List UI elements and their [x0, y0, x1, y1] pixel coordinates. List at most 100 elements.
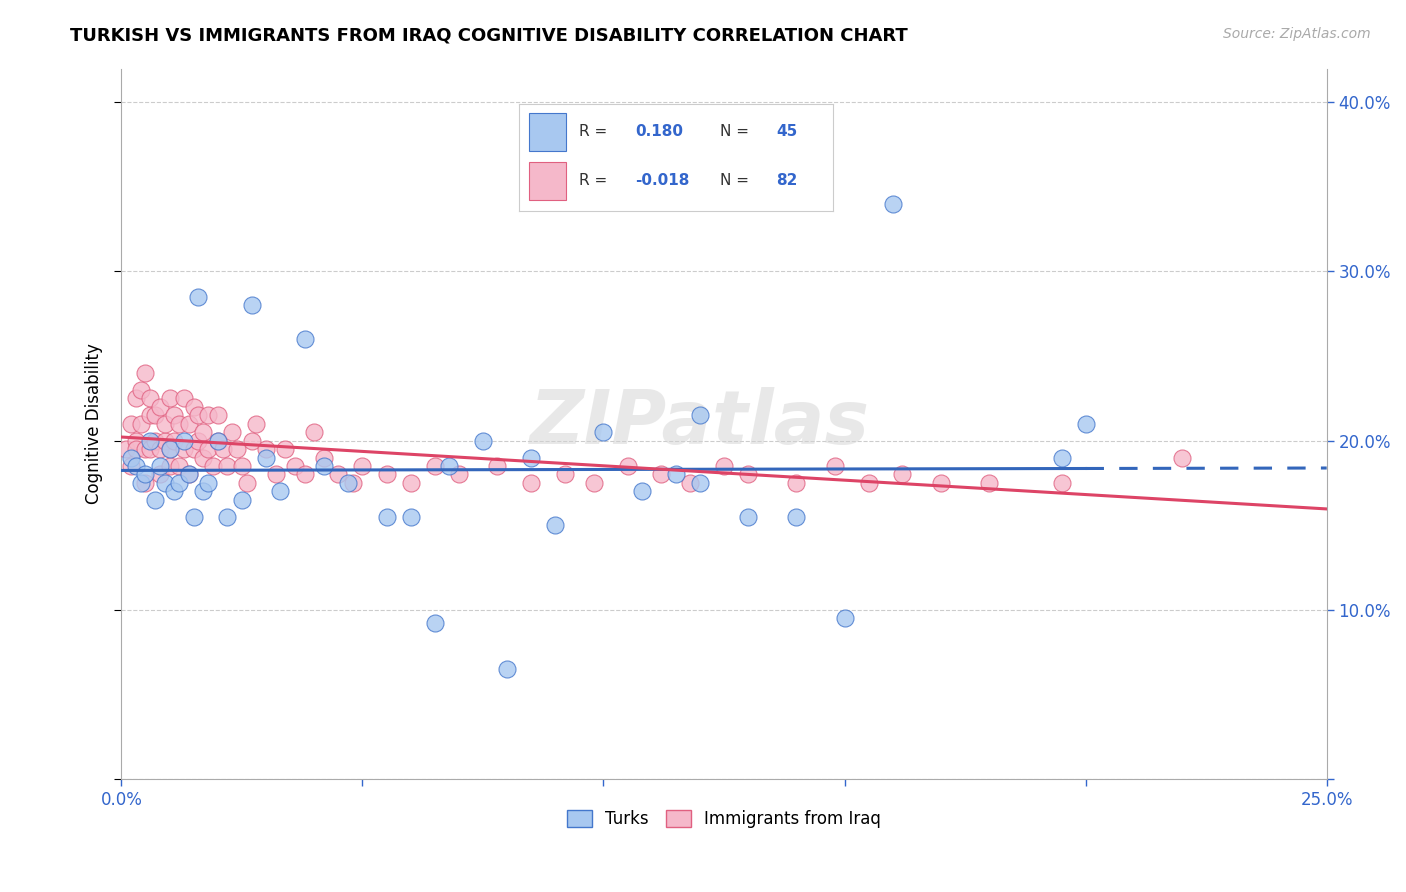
Point [312, 450, 335, 465]
Point [891, 467, 914, 482]
Point [193, 450, 215, 465]
Point [193, 425, 215, 440]
Point [207, 434, 229, 448]
Point [183, 442, 205, 456]
Point [177, 467, 200, 482]
Point [167, 458, 190, 473]
Point [207, 409, 229, 423]
Point [650, 467, 672, 482]
Point [375, 467, 398, 482]
Point [177, 467, 200, 482]
Point [245, 417, 267, 431]
Point [240, 298, 263, 312]
Point [294, 332, 316, 346]
Point [134, 442, 156, 456]
Point [231, 492, 253, 507]
Point [240, 434, 263, 448]
Point [824, 458, 846, 473]
Point [471, 434, 494, 448]
Point [125, 434, 148, 448]
Point [785, 475, 807, 490]
Point [167, 417, 190, 431]
Point [235, 475, 257, 490]
Point [149, 458, 172, 473]
Point [153, 417, 176, 431]
Legend: Turks, Immigrants from Iraq: Turks, Immigrants from Iraq [561, 803, 887, 835]
Point [437, 458, 460, 473]
Point [737, 467, 759, 482]
Point [211, 442, 233, 456]
Point [979, 475, 1001, 490]
Point [423, 616, 446, 631]
Point [120, 458, 142, 473]
Point [631, 484, 654, 499]
Point [737, 509, 759, 524]
Point [713, 458, 735, 473]
Point [125, 392, 148, 406]
Point [139, 434, 162, 448]
Point [143, 492, 166, 507]
Point [134, 475, 156, 490]
Point [163, 484, 186, 499]
Point [143, 434, 166, 448]
Point [582, 475, 605, 490]
Text: TURKISH VS IMMIGRANTS FROM IRAQ COGNITIVE DISABILITY CORRELATION CHART: TURKISH VS IMMIGRANTS FROM IRAQ COGNITIV… [70, 27, 908, 45]
Point [163, 409, 186, 423]
Point [269, 484, 291, 499]
Point [153, 475, 176, 490]
Point [352, 458, 374, 473]
Point [139, 409, 162, 423]
Point [254, 450, 277, 465]
Point [163, 434, 186, 448]
Point [1050, 450, 1073, 465]
Point [197, 409, 219, 423]
Point [173, 392, 195, 406]
Point [193, 484, 215, 499]
Point [159, 442, 181, 456]
Point [217, 509, 239, 524]
Point [592, 425, 614, 440]
Point [115, 442, 138, 456]
Point [375, 509, 398, 524]
Point [125, 442, 148, 456]
Text: ZIPatlas: ZIPatlas [530, 387, 870, 460]
Point [139, 442, 162, 456]
Point [342, 475, 364, 490]
Point [221, 425, 243, 440]
Point [312, 458, 335, 473]
Point [187, 290, 209, 304]
Point [616, 458, 638, 473]
Point [187, 434, 209, 448]
Point [496, 662, 519, 676]
Point [423, 458, 446, 473]
Point [197, 475, 219, 490]
Point [153, 434, 176, 448]
Point [689, 409, 711, 423]
Point [520, 475, 543, 490]
Point [834, 611, 856, 625]
Point [143, 409, 166, 423]
Y-axis label: Cognitive Disability: Cognitive Disability [86, 343, 103, 504]
Point [302, 425, 325, 440]
Point [173, 434, 195, 448]
Point [544, 518, 567, 533]
Point [1171, 450, 1194, 465]
Point [679, 475, 702, 490]
Point [159, 458, 181, 473]
Point [129, 383, 152, 397]
Point [139, 392, 162, 406]
Point [336, 475, 359, 490]
Point [134, 467, 156, 482]
Point [167, 475, 190, 490]
Point [520, 450, 543, 465]
Point [201, 458, 224, 473]
Point [399, 475, 422, 490]
Point [120, 450, 142, 465]
Point [328, 467, 350, 482]
Point [197, 442, 219, 456]
Point [399, 509, 422, 524]
Point [173, 442, 195, 456]
Point [217, 458, 239, 473]
Point [1074, 417, 1097, 431]
Point [183, 400, 205, 414]
